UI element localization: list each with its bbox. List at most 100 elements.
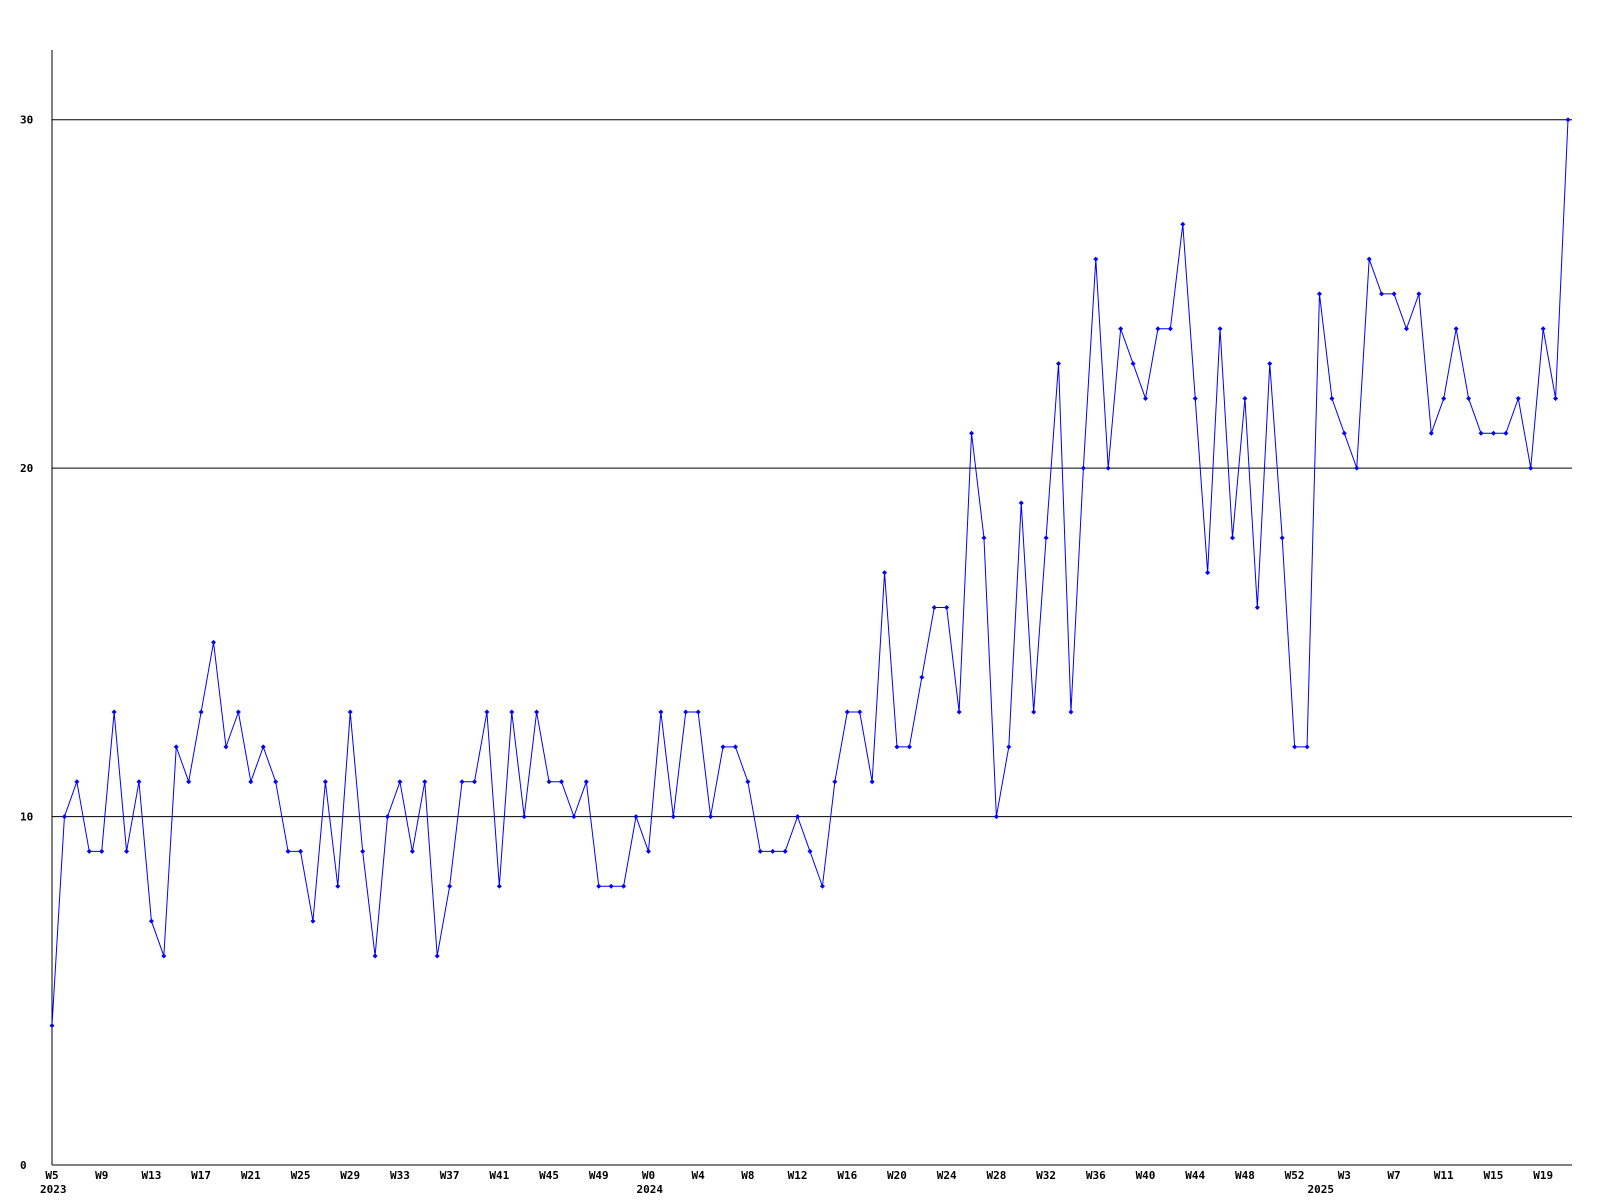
point-marker — [1316, 291, 1322, 297]
point-marker — [819, 883, 825, 889]
point-marker — [583, 779, 589, 785]
point-marker — [1056, 361, 1062, 367]
x-tick-label: W8 — [741, 1169, 754, 1182]
point-marker — [546, 779, 552, 785]
point-marker — [931, 605, 937, 610]
point-marker — [285, 848, 291, 854]
point-marker — [49, 1023, 55, 1029]
point-marker — [869, 779, 875, 785]
point-marker — [111, 709, 117, 715]
x-tick-label: W17 — [191, 1169, 211, 1182]
point-marker — [882, 570, 888, 576]
point-marker — [1428, 430, 1434, 436]
point-marker — [322, 779, 328, 785]
point-marker — [906, 744, 912, 750]
y-tick-label: 0 — [20, 1159, 27, 1172]
point-marker — [1565, 117, 1571, 123]
x-tick-label: W29 — [340, 1169, 360, 1182]
point-marker — [459, 779, 465, 785]
x-tick-label: W48 — [1235, 1169, 1255, 1182]
point-marker — [335, 883, 341, 889]
point-marker — [807, 848, 813, 854]
point-marker — [844, 709, 850, 715]
x-group-label: 2025 — [1307, 1183, 1334, 1196]
point-marker — [645, 848, 651, 854]
x-tick-label: W15 — [1484, 1169, 1504, 1182]
point-marker — [161, 953, 167, 959]
point-marker — [608, 883, 614, 889]
point-marker — [310, 918, 316, 924]
y-tick-label: 30 — [20, 114, 33, 127]
point-marker — [658, 709, 664, 715]
point-marker — [397, 779, 403, 785]
point-marker — [695, 709, 701, 715]
x-tick-label: W13 — [141, 1169, 161, 1182]
point-marker — [1503, 430, 1509, 436]
point-marker — [211, 639, 217, 645]
point-marker — [1105, 465, 1111, 471]
point-marker — [273, 779, 279, 785]
x-tick-label: W41 — [489, 1169, 509, 1182]
x-tick-label: W45 — [539, 1169, 559, 1182]
point-marker — [1043, 535, 1049, 541]
x-tick-label: W37 — [440, 1169, 460, 1182]
point-marker — [447, 883, 453, 889]
point-marker — [732, 744, 738, 750]
point-marker — [223, 744, 229, 750]
point-marker — [795, 814, 801, 820]
x-tick-label: W36 — [1086, 1169, 1106, 1182]
point-marker — [148, 918, 154, 924]
x-tick-label: W12 — [788, 1169, 808, 1182]
point-marker — [633, 814, 639, 820]
x-tick-label: W4 — [692, 1169, 706, 1182]
point-marker — [1341, 430, 1347, 436]
point-marker — [720, 744, 726, 750]
x-tick-label: W19 — [1533, 1169, 1553, 1182]
x-tick-label: W5 — [45, 1169, 58, 1182]
point-marker — [61, 814, 67, 820]
point-marker — [944, 605, 950, 610]
point-marker — [186, 779, 192, 785]
point-marker — [471, 779, 477, 785]
point-marker — [198, 709, 204, 715]
x-tick-label: W52 — [1285, 1169, 1305, 1182]
point-marker — [1515, 395, 1521, 401]
point-marker — [832, 779, 838, 785]
point-marker — [1329, 395, 1335, 401]
point-marker — [1379, 291, 1385, 297]
point-marker — [757, 848, 763, 854]
point-marker — [558, 779, 564, 785]
point-marker — [1093, 256, 1099, 262]
x-group-label: 2024 — [636, 1183, 663, 1196]
x-tick-label: W9 — [95, 1169, 108, 1182]
point-marker — [1540, 326, 1546, 332]
x-tick-label: W25 — [291, 1169, 311, 1182]
point-marker — [1254, 605, 1260, 610]
x-tick-label: W0 — [642, 1169, 655, 1182]
y-tick-label: 10 — [20, 811, 33, 824]
point-marker — [1279, 535, 1285, 541]
point-marker — [1192, 395, 1198, 401]
point-marker — [248, 779, 254, 785]
point-marker — [434, 953, 440, 959]
x-group-label: 2023 — [40, 1183, 67, 1196]
point-marker — [1242, 395, 1248, 401]
x-tick-label: W49 — [589, 1169, 609, 1182]
point-marker — [745, 779, 751, 785]
point-marker — [1018, 500, 1024, 506]
y-tick-label: 20 — [20, 462, 33, 475]
point-marker — [173, 744, 179, 750]
x-tick-label: W16 — [837, 1169, 857, 1182]
point-marker — [708, 814, 714, 820]
point-marker — [74, 779, 80, 785]
point-marker — [422, 779, 428, 785]
point-marker — [136, 779, 142, 785]
point-marker — [1205, 570, 1211, 576]
point-marker — [1006, 744, 1012, 750]
point-marker — [621, 883, 627, 889]
point-marker — [1217, 326, 1223, 332]
point-marker — [782, 848, 788, 854]
point-marker — [770, 848, 776, 854]
point-marker — [484, 709, 490, 715]
